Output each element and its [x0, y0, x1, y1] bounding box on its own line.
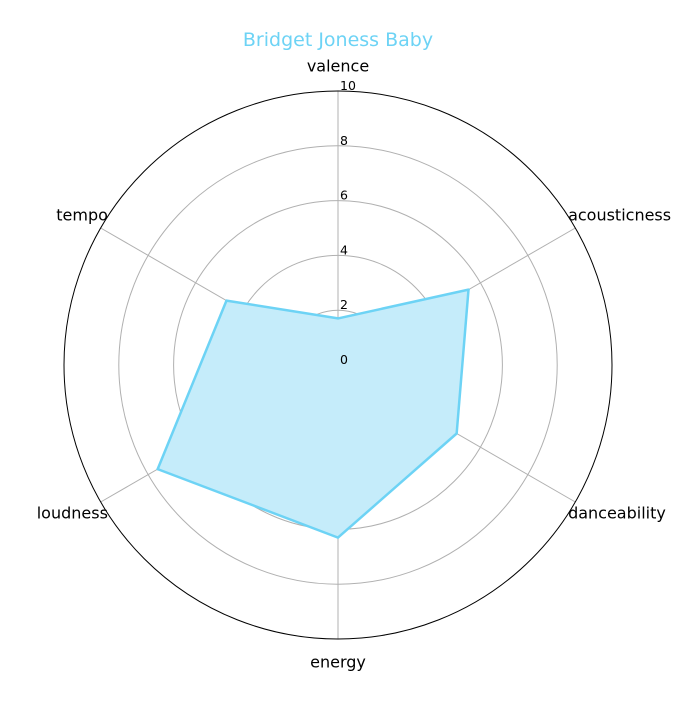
axis-label-danceability: danceability	[568, 504, 666, 523]
data-point-tempo	[225, 299, 228, 302]
data-point-danceability	[455, 432, 458, 435]
axis-label-valence: valence	[307, 57, 369, 76]
axis-label-loudness: loudness	[37, 504, 108, 523]
data-layer	[156, 288, 470, 539]
tick-label-0: 0	[340, 352, 348, 367]
data-point-loudness	[156, 467, 159, 471]
axis-labels: valence acousticness danceability energy lou…	[37, 57, 671, 672]
data-point-energy	[336, 536, 340, 539]
data-point-acousticness	[467, 288, 470, 291]
data-point-valence	[336, 317, 340, 320]
tick-label-2: 2	[340, 297, 348, 312]
chart-title: Bridget Joness Baby	[243, 29, 433, 51]
tick-label-10: 10	[340, 78, 356, 93]
outer-ring	[63, 90, 613, 640]
axis-label-acousticness: acousticness	[568, 206, 671, 225]
series-area	[157, 289, 469, 538]
tick-label-6: 6	[340, 188, 348, 203]
radial-ticks: 0 2 4 6 8 10	[340, 78, 356, 367]
tick-label-4: 4	[340, 242, 348, 257]
tick-label-8: 8	[340, 133, 348, 148]
axis-label-energy: energy	[310, 653, 366, 672]
axis-label-tempo: tempo	[56, 206, 108, 225]
